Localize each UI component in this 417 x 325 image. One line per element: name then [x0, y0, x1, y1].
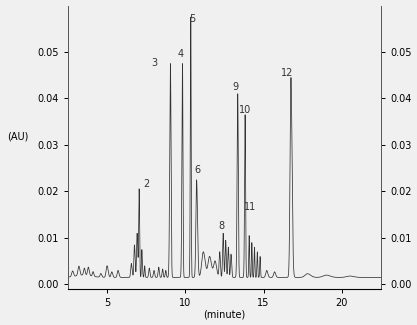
- Text: 6: 6: [195, 165, 201, 175]
- Text: 12: 12: [281, 68, 293, 78]
- Text: 3: 3: [151, 58, 157, 68]
- Text: 5: 5: [189, 14, 196, 24]
- Text: 9: 9: [232, 82, 239, 92]
- Y-axis label: (AU): (AU): [7, 132, 28, 142]
- X-axis label: (minute): (minute): [203, 309, 246, 319]
- Text: 2: 2: [143, 179, 149, 189]
- Text: 11: 11: [244, 202, 256, 212]
- Text: 4: 4: [178, 49, 183, 59]
- Text: 8: 8: [218, 221, 224, 231]
- Text: 10: 10: [239, 105, 252, 115]
